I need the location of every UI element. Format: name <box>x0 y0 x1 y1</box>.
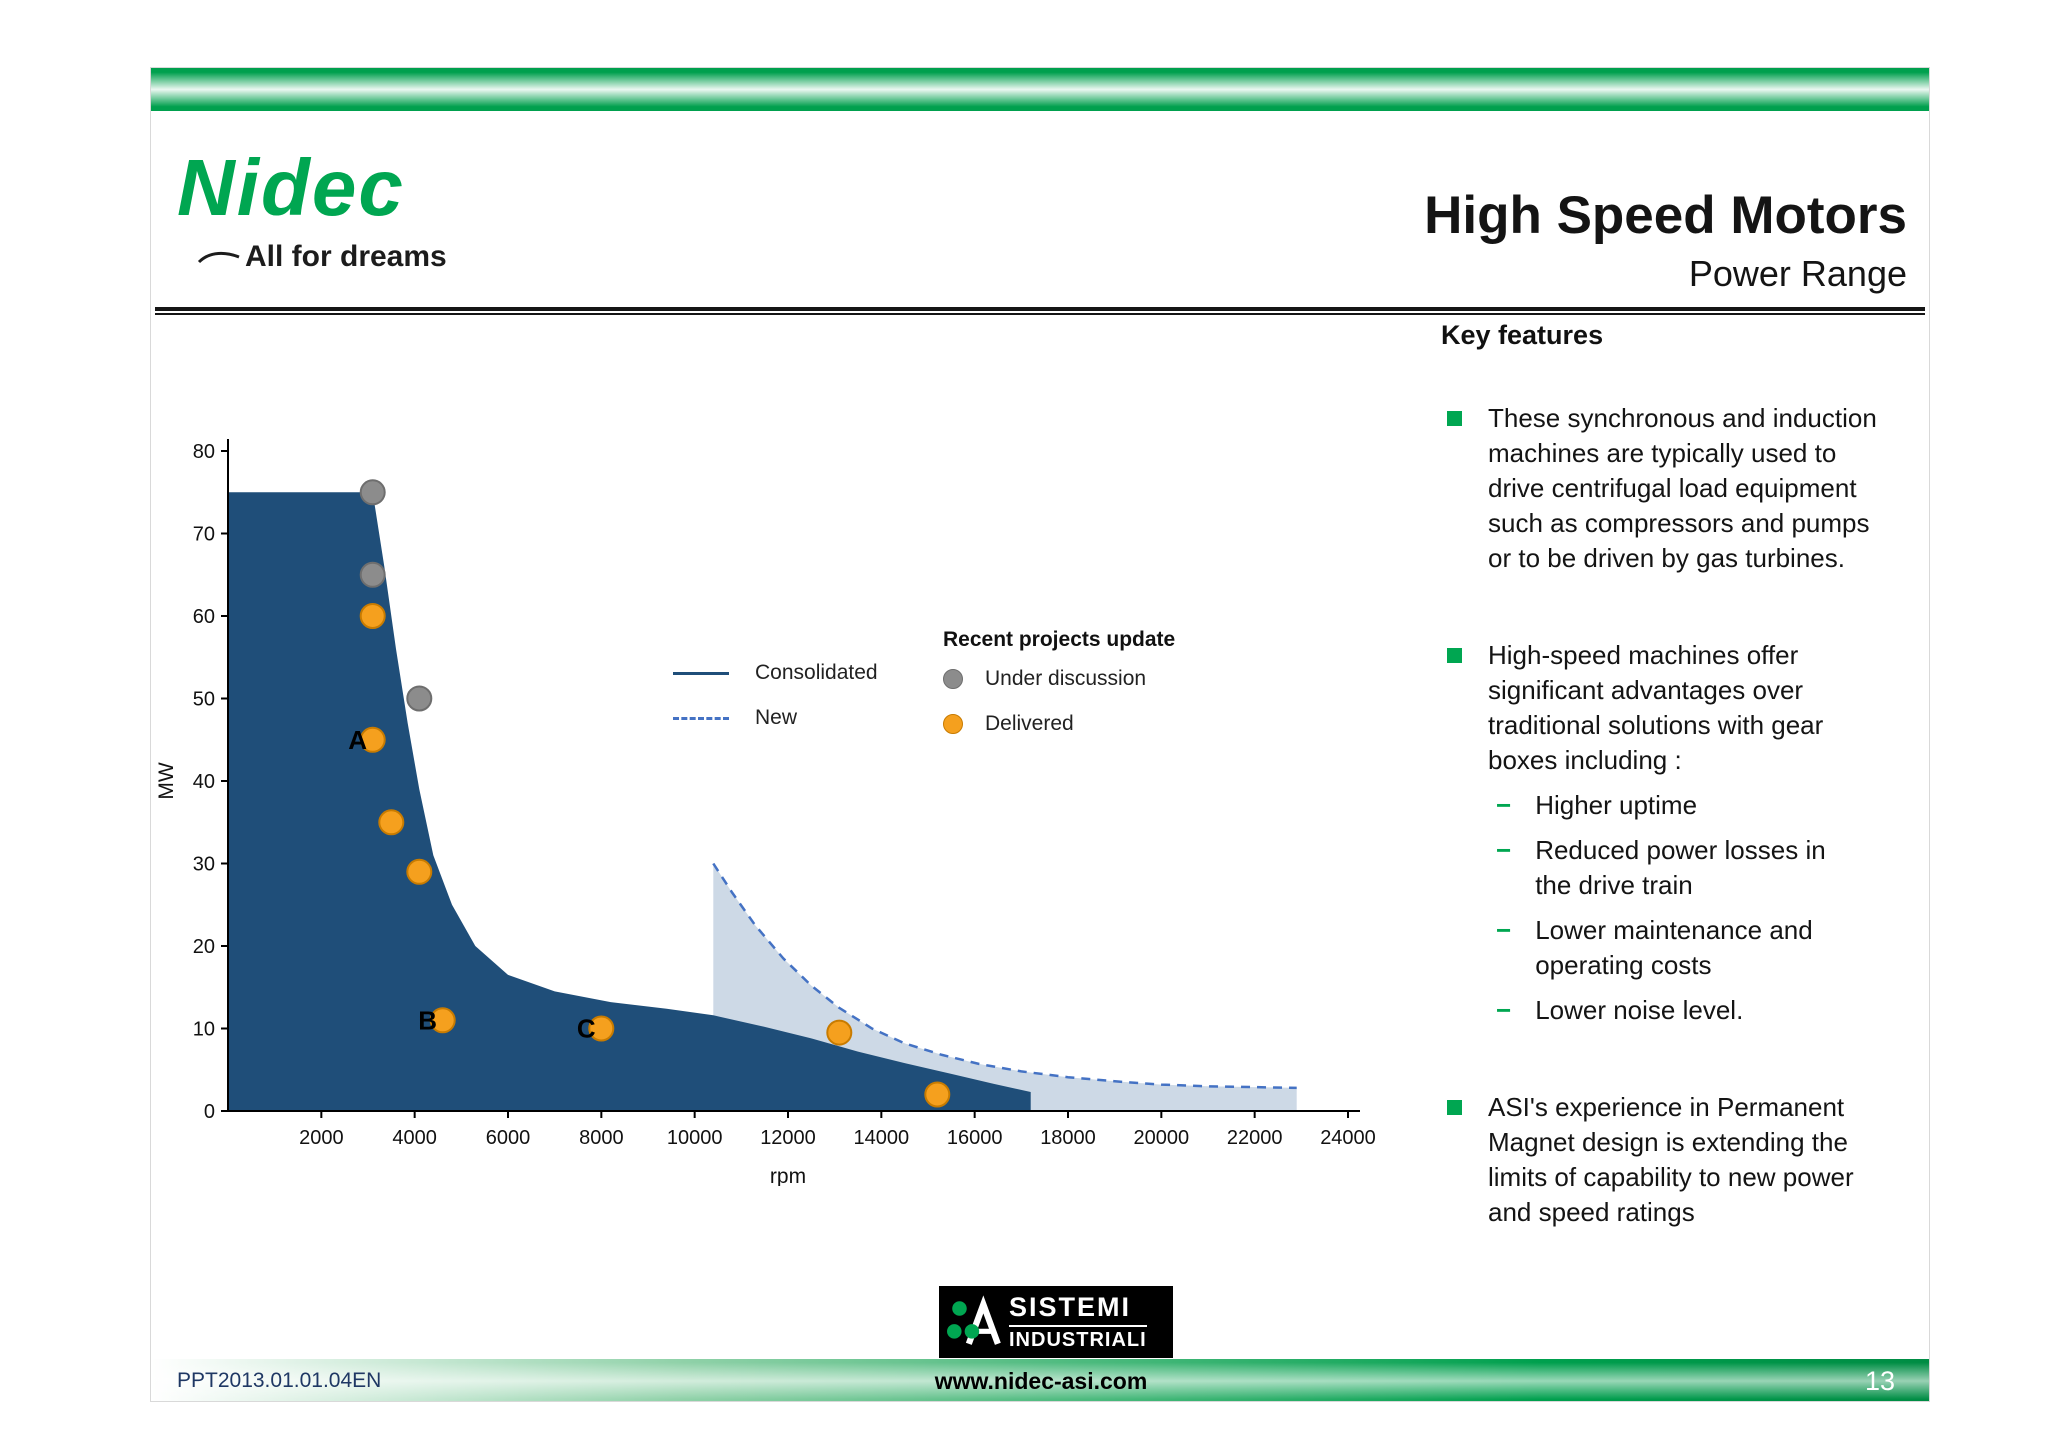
sistemi-logo-mark-icon <box>939 1294 1009 1350</box>
svg-text:24000: 24000 <box>1320 1127 1376 1149</box>
header-divider <box>155 307 1925 315</box>
sub-bullet-dash-icon: − <box>1496 790 1512 820</box>
svg-text:50: 50 <box>193 689 215 711</box>
sistemi-industriali-logo: SISTEMI INDUSTRIALI <box>939 1286 1173 1358</box>
presentation-slide: Nidec All for dreams High Speed Motors P… <box>150 67 1930 1402</box>
nidec-tagline: All for dreams <box>197 240 447 274</box>
bullet-text: These synchronous and induction machines… <box>1488 403 1877 573</box>
top-accent-bar <box>151 68 1929 111</box>
svg-text:40: 40 <box>193 771 215 793</box>
header-titles: High Speed Motors Power Range <box>1424 186 1907 295</box>
svg-text:rpm: rpm <box>770 1165 806 1186</box>
svg-text:18000: 18000 <box>1040 1127 1096 1149</box>
swoosh-icon <box>197 251 240 264</box>
nidec-logo-text: Nidec <box>177 143 405 232</box>
key-features-heading: Key features <box>1441 320 1604 350</box>
svg-text:6000: 6000 <box>486 1127 531 1149</box>
nidec-logo: Nidec <box>177 148 405 228</box>
sistemi-logo-rule <box>1009 1324 1147 1327</box>
svg-text:14000: 14000 <box>854 1127 910 1149</box>
sub-bullet-text: Lower noise level. <box>1535 995 1744 1025</box>
sub-bullet-text: Higher uptime <box>1535 790 1698 820</box>
bullet-text: High-speed machines offer significant ad… <box>1488 638 1880 1028</box>
svg-text:16000: 16000 <box>947 1127 1003 1149</box>
sub-bullet-item: − Lower noise level. <box>1496 993 1880 1028</box>
sub-bullet-text: Lower maintenance and operating costs <box>1535 915 1813 980</box>
footer-page-code: PPT2013.01.01.04EN <box>177 1369 382 1392</box>
svg-text:C: C <box>577 1014 596 1044</box>
svg-text:B: B <box>418 1005 437 1035</box>
bullet-item: These synchronous and induction machines… <box>1439 401 1885 576</box>
footer-page-number: 13 <box>1864 1365 1895 1396</box>
svg-text:MW: MW <box>155 762 178 799</box>
key-features-panel: Key features These synchronous and induc… <box>1439 320 1885 1292</box>
svg-text:2000: 2000 <box>299 1127 344 1149</box>
svg-text:10: 10 <box>193 1019 215 1041</box>
bullet-square-icon <box>1447 1100 1462 1115</box>
svg-text:60: 60 <box>193 606 215 628</box>
svg-text:8000: 8000 <box>579 1127 624 1149</box>
svg-text:A: A <box>348 725 367 755</box>
svg-text:70: 70 <box>193 524 215 546</box>
page-subtitle: Power Range <box>1688 252 1907 294</box>
sub-bullet-item: − Higher uptime <box>1496 788 1880 823</box>
sistemi-logo-text: SISTEMI INDUSTRIALI <box>1009 1293 1157 1350</box>
bullet-text-main: High-speed machines offer significant ad… <box>1488 640 1824 775</box>
sub-bullet-item: − Lower maintenance and operating costs <box>1496 913 1880 983</box>
svg-text:12000: 12000 <box>760 1127 816 1149</box>
sub-bullet-item: − Reduced power losses in the drive trai… <box>1496 833 1880 903</box>
bullet-square-icon <box>1447 648 1462 663</box>
footer-website: www.nidec-asi.com <box>934 1367 1148 1394</box>
bullet-square-icon <box>1447 411 1462 426</box>
svg-text:10000: 10000 <box>667 1127 723 1149</box>
svg-text:80: 80 <box>193 441 215 463</box>
sub-bullet-dash-icon: − <box>1496 835 1512 865</box>
svg-text:0: 0 <box>204 1101 215 1123</box>
sub-bullet-dash-icon: − <box>1496 915 1512 945</box>
svg-text:30: 30 <box>193 854 215 876</box>
page-title: High Speed Motors <box>1424 186 1907 245</box>
chart-area: 0 10 20 30 40 50 60 70 80 2000 4000 6000 8000 10000 12… <box>153 376 1393 1188</box>
svg-text:20000: 20000 <box>1134 1127 1190 1149</box>
footer-bar: PPT2013.01.01.04EN www.nidec-asi.com 13 <box>151 1359 1929 1401</box>
sub-bullet-text: Reduced power losses in the drive train <box>1535 835 1826 900</box>
power-range-chart: 0 10 20 30 40 50 60 70 80 2000 4000 6000 8000 10000 12… <box>155 439 1376 1188</box>
bullet-text: ASI's experience in Permanent Magnet des… <box>1488 1092 1854 1227</box>
svg-text:4000: 4000 <box>392 1127 437 1149</box>
sistemi-logo-line1: SISTEMI <box>1009 1292 1132 1323</box>
svg-text:20: 20 <box>193 936 215 958</box>
sistemi-logo-line2: INDUSTRIALI <box>1009 1328 1147 1351</box>
svg-text:22000: 22000 <box>1227 1127 1283 1149</box>
bullet-item: ASI's experience in Permanent Magnet des… <box>1439 1090 1885 1230</box>
bullet-item: High-speed machines offer significant ad… <box>1439 638 1885 1028</box>
sub-bullet-dash-icon: − <box>1496 995 1512 1025</box>
nidec-tagline-text: All for dreams <box>245 240 447 273</box>
